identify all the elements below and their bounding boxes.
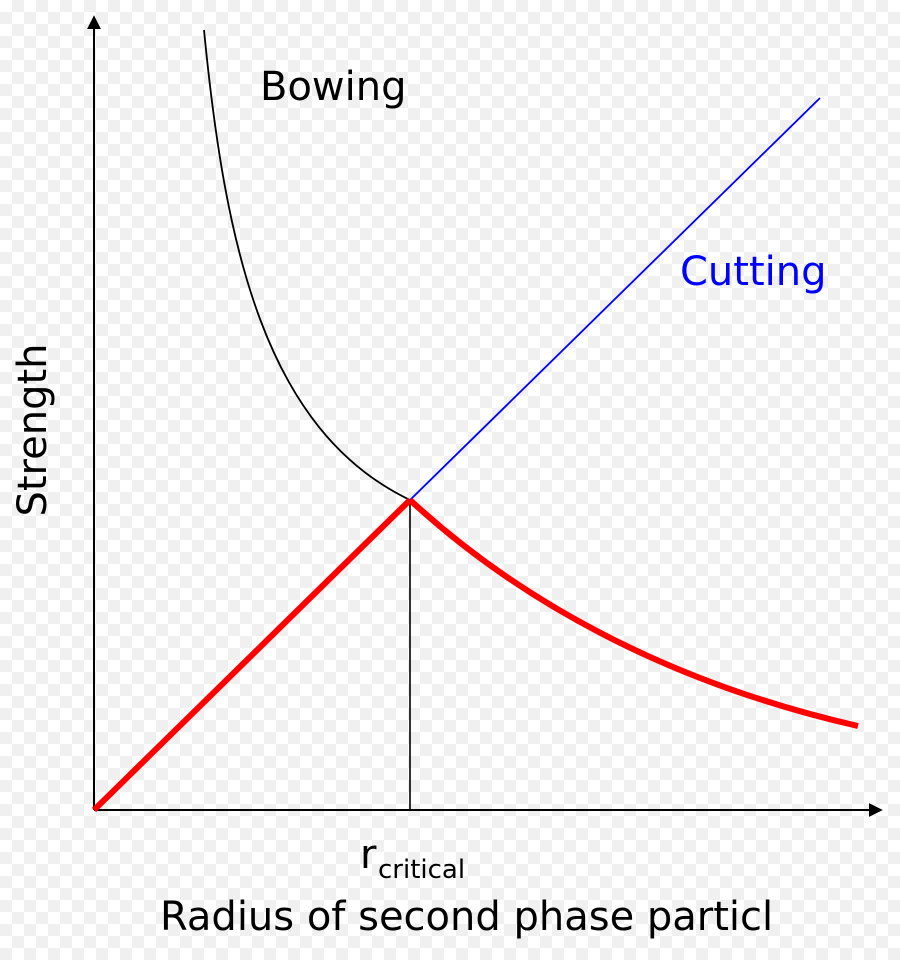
cutting-line (410, 98, 820, 500)
r-critical-label: r (360, 832, 377, 878)
bowing-label: Bowing (260, 64, 406, 110)
cutting-label: Cutting (680, 249, 827, 295)
strength-envelope-falling (410, 500, 858, 726)
r-critical-subscript: critical (378, 855, 465, 885)
strength-envelope-rising (94, 500, 410, 810)
y-axis-label: Strength (10, 343, 56, 516)
x-axis-label: Radius of second phase particl (160, 894, 773, 940)
